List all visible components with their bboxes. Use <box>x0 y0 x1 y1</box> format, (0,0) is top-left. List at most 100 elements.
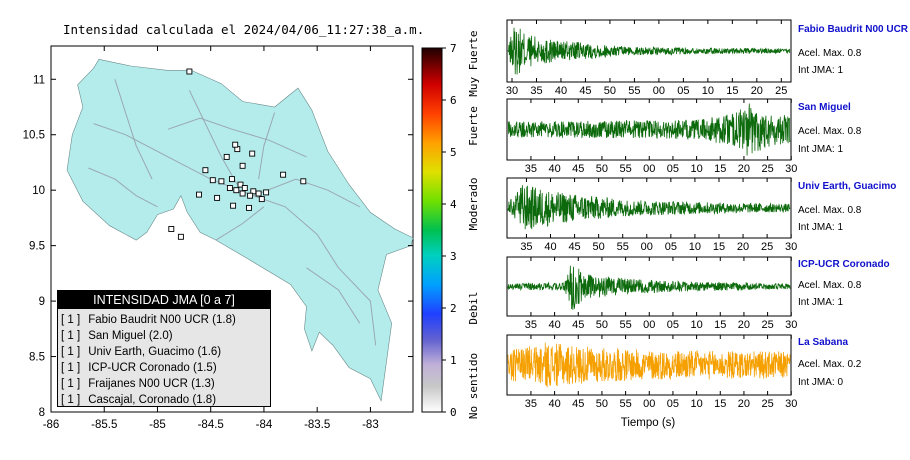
x-tick-label: -84.5 <box>198 419 224 431</box>
trace-panel: 35 40 45 50 55 00 05 10 15 20 25 30 <box>506 177 797 253</box>
trace-waveform <box>507 27 791 75</box>
colorbar-ticks: 0 1 2 3 4 5 6 7 <box>442 42 457 419</box>
trace-tick-label: 35 <box>520 241 532 253</box>
trace-tick-label: 00 <box>653 85 665 97</box>
y-tick-label: 10.5 <box>23 130 45 142</box>
trace-tick-label: 15 <box>714 319 726 331</box>
intensity-legend: INTENSIDAD JMA [0 a 7] [ 1 ] Fabio Baudri… <box>57 290 271 407</box>
trace-tick-label: 55 <box>617 241 629 253</box>
trace-tick-label: 15 <box>713 241 725 253</box>
legend-label: ICP-UCR Coronado (1.5) <box>88 362 217 374</box>
legend-label: Cascajal, Coronado (1.8) <box>88 394 217 406</box>
station-marker <box>239 162 246 169</box>
trace-tick-label: 45 <box>572 319 584 331</box>
station-marker <box>226 185 233 191</box>
station-jma: Int JMA: 1 <box>798 144 844 155</box>
trace-panel: 30 35 40 45 50 55 00 05 10 15 20 25 <box>506 19 792 97</box>
trace-tick-label: 35 <box>525 163 537 175</box>
x-tick-label: -84 <box>256 419 273 431</box>
colorbar-tick-label: 1 <box>450 354 457 367</box>
legend-jma: [ 1 ] <box>61 394 81 406</box>
station-marker <box>239 190 246 197</box>
trace-tick-label: 00 <box>643 163 655 175</box>
legend-item: [ 1 ] Univ Earth, Guacimo (1.6) <box>58 344 270 360</box>
trace-tick-label: 40 <box>548 319 560 331</box>
colorbar-tick-label: 2 <box>450 302 457 315</box>
colorbar-tick-label: 3 <box>450 250 457 263</box>
station-marker <box>249 150 256 157</box>
trace-tick-label: 20 <box>738 319 750 331</box>
station-markers <box>168 68 307 240</box>
trace-tick-label: 40 <box>548 163 560 175</box>
trace-tick-label: 05 <box>665 241 677 253</box>
trace-tick-label: 10 <box>690 319 702 331</box>
station-marker <box>232 141 239 148</box>
legend-list: [ 1 ] Fabio Baudrit N00 UCR (1.8) [ 1 ] Sa… <box>58 309 270 408</box>
station-marker <box>230 202 237 209</box>
road-line <box>93 123 377 346</box>
station-accel: Acel. Max. 0.8 <box>798 205 862 216</box>
station-marker <box>229 176 235 183</box>
road-line <box>215 206 265 241</box>
trace-panels: 30 35 40 45 50 55 00 05 10 15 20 25 35 40 45 50 55 00 05 10… <box>506 19 797 410</box>
x-tick-label: -85 <box>149 419 166 431</box>
trace-tick-label: 25 <box>761 319 773 331</box>
road-line <box>258 112 276 180</box>
station-name: ICP-UCR Coronado <box>798 259 890 270</box>
map-x-axis: -86 -85.5 -85 -84.5 -84 -83.5 -83 <box>43 46 379 431</box>
station-marker <box>246 204 252 211</box>
station-marker <box>241 185 248 191</box>
road-line <box>188 90 238 185</box>
station-name: Univ Earth, Guacimo <box>798 181 897 192</box>
station-accel: Acel. Max. 0.8 <box>798 48 862 59</box>
trace-tick-label: 35 <box>525 398 537 410</box>
land-polygon <box>66 58 414 402</box>
map-y-axis: 8 8.5 9 9.5 10 10.5 11 <box>23 74 413 419</box>
legend-jma: [ 1 ] <box>61 378 81 390</box>
station-marker <box>280 171 287 178</box>
legend-label: Fraijanes N00 UCR (1.3) <box>88 378 215 390</box>
colorbar-category: Moderado <box>467 178 480 231</box>
trace-tick-label: 30 <box>785 241 797 253</box>
station-marker <box>300 178 307 185</box>
y-tick-label: 9 <box>39 296 45 308</box>
x-tick-label: -85.5 <box>91 419 117 431</box>
trace-tick-label: 20 <box>751 85 763 97</box>
trace-tick-label: 00 <box>643 398 655 410</box>
station-marker <box>168 226 175 232</box>
colorbar-tick-label: 5 <box>450 146 457 159</box>
trace-tick-label: 45 <box>568 241 580 253</box>
trace-tick-label: 25 <box>761 163 773 175</box>
map-title: Intensidad calculada el 2024/04/06_11:27… <box>63 22 425 37</box>
trace-panel: 35 40 45 50 55 00 05 10 15 20 25 30 <box>506 334 797 410</box>
colorbar-tick-label: 7 <box>450 42 457 55</box>
station-marker <box>263 189 270 196</box>
road-line <box>88 167 158 208</box>
trace-tick-label: 15 <box>714 398 726 410</box>
trace-tick-label: 20 <box>737 241 749 253</box>
trace-waveform <box>507 265 791 310</box>
road-line <box>253 178 361 208</box>
trace-waveform <box>507 103 791 156</box>
trace-tick-label: 55 <box>619 398 631 410</box>
road-network <box>88 79 377 346</box>
station-name: La Sabana <box>798 337 849 348</box>
trace-tick-label: 25 <box>775 85 787 97</box>
trace-tick-label: 05 <box>667 163 679 175</box>
trace-tick-label: 05 <box>677 85 689 97</box>
station-accel: Acel. Max. 0.8 <box>798 280 862 291</box>
station-marker <box>177 233 184 240</box>
legend-item: [ 1 ] San Miguel (2.0) <box>58 328 270 344</box>
station-marker <box>209 177 216 184</box>
legend-label: Univ Earth, Guacimo (1.6) <box>88 346 222 358</box>
trace-tick-label: 05 <box>667 319 679 331</box>
trace-tick-label: 45 <box>579 85 591 97</box>
station-jma: Int JMA: 1 <box>798 222 844 233</box>
colorbar-category: No sentido <box>467 353 480 419</box>
legend-header: INTENSIDAD JMA [0 a 7] <box>58 291 270 309</box>
x-tick-label: -83 <box>362 419 379 431</box>
colorbar-gradient <box>421 47 443 413</box>
trace-tick-label: 30 <box>506 85 518 97</box>
station-marker <box>255 190 262 197</box>
